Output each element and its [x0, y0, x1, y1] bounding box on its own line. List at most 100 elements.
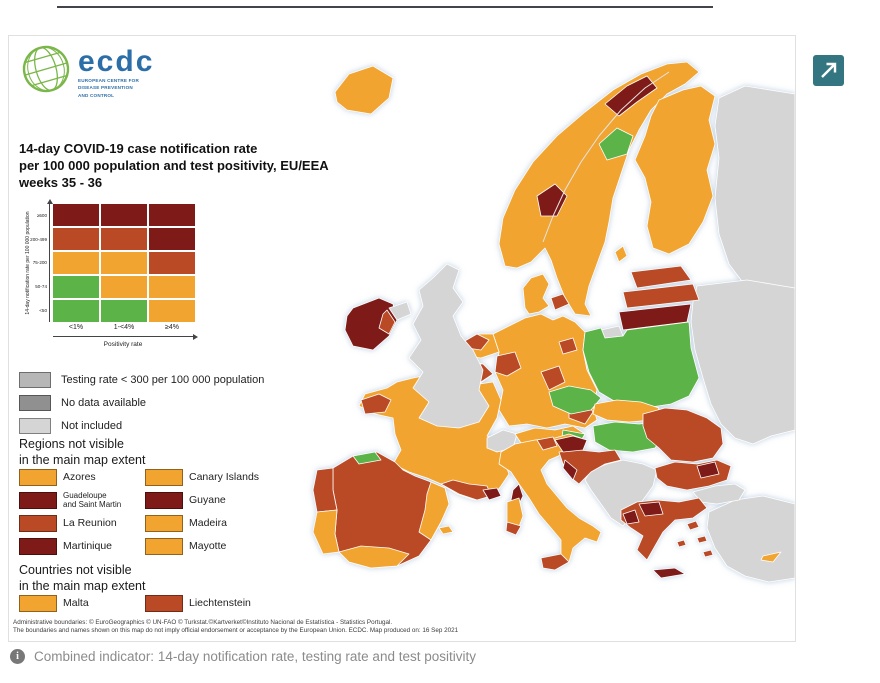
- legend-swatch: [19, 492, 57, 509]
- map-region-croatia_dark_coast[interactable]: [562, 459, 578, 481]
- map-region-balearics[interactable]: [438, 525, 454, 535]
- title-line-1: 14-day COVID-19 case notification rate: [19, 141, 258, 156]
- map-footnote: Administrative boundaries: © EuroGeograp…: [13, 619, 791, 634]
- map-title: 14-day COVID-19 case notification rate p…: [19, 140, 329, 191]
- map-region-germany_red_berlin[interactable]: [558, 337, 578, 355]
- legend-label: Testing rate < 300 per 100 000 populatio…: [61, 374, 265, 386]
- legend-label: Mayotte: [189, 540, 227, 552]
- matrix-x-axis-label: Positivity rate: [103, 341, 143, 348]
- map-region-scandinavia_border[interactable]: [542, 71, 670, 243]
- matrix-cell: [101, 252, 147, 274]
- map-region-sweden_north_green[interactable]: [598, 127, 634, 161]
- map-region-spain_green_n[interactable]: [352, 451, 382, 465]
- map-region-cyprus[interactable]: [760, 551, 782, 563]
- map-region-poland[interactable]: [582, 321, 700, 409]
- logo-org-line-3: AND CONTROL: [78, 92, 115, 98]
- matrix-cell: [53, 252, 99, 274]
- matrix-xtick: <1%: [68, 324, 84, 331]
- matrix-ytick: <50: [39, 307, 47, 313]
- map-region-gotland[interactable]: [614, 245, 628, 263]
- legend-label: Malta: [63, 597, 89, 609]
- map-region-scandinavia[interactable]: [498, 61, 700, 317]
- legend-label: Martinique: [63, 540, 113, 552]
- map-region-estonia[interactable]: [630, 265, 692, 289]
- map-region-slovenia[interactable]: [554, 435, 588, 453]
- countries-grid: Malta Liechtenstein: [19, 592, 263, 615]
- map-region-greece_dark_n[interactable]: [638, 501, 664, 517]
- map-region-aegean_islands[interactable]: [676, 520, 714, 558]
- map-region-sicily[interactable]: [540, 553, 570, 571]
- map-region-denmark[interactable]: [522, 273, 550, 315]
- matrix-cell: [101, 204, 147, 226]
- legend-swatch: [145, 469, 183, 486]
- map-region-france_red_nw[interactable]: [360, 393, 392, 415]
- regions-grid: Azores Canary Islands Guadeloupe and Saint…: [19, 466, 263, 558]
- map-region-turkey_thrace[interactable]: [692, 483, 746, 505]
- map-region-germany_red_w[interactable]: [494, 351, 522, 377]
- legend-swatch: [145, 492, 183, 509]
- title-line-2: per 100 000 population and test positivi…: [19, 158, 329, 173]
- logo-text: ecdc EUROPEAN CENTRE FOR DISEASE PREVENT…: [78, 47, 154, 98]
- map-region-russia_ne[interactable]: [714, 85, 795, 297]
- map-region-greece[interactable]: [620, 497, 708, 561]
- legend-label: Azores: [63, 471, 96, 483]
- map-region-denmark_zealand[interactable]: [550, 293, 570, 311]
- map-region-portugal_s[interactable]: [312, 509, 340, 555]
- map-region-italy_red_n[interactable]: [536, 436, 558, 451]
- map-region-germany_red_c[interactable]: [540, 365, 566, 391]
- matrix-cell: [149, 276, 195, 298]
- legend-label: Canary Islands: [189, 471, 260, 483]
- map-region-turkey[interactable]: [706, 495, 795, 583]
- matrix-x-axis-arrow: [53, 333, 198, 340]
- matrix-legend: 14-day notification rate per 100 000 pop…: [17, 199, 237, 362]
- map-region-ireland_red_e[interactable]: [378, 309, 396, 335]
- legend-swatch: [19, 469, 57, 486]
- matrix-cell: [149, 228, 195, 250]
- map-region-france_dark_se[interactable]: [482, 487, 502, 501]
- map-region-romania[interactable]: [642, 407, 724, 463]
- map-land-group: [312, 61, 795, 583]
- legend-label: No data available: [61, 397, 147, 409]
- map-region-finland[interactable]: [634, 85, 716, 255]
- countries-heading-line-1: Countries not visible: [19, 563, 132, 577]
- legend-label: La Reunion: [63, 517, 117, 529]
- logo-org-line-2: DISEASE PREVENTION: [78, 85, 133, 91]
- map-region-norway_troms_dark[interactable]: [604, 75, 658, 117]
- map-region-portugal_n[interactable]: [312, 467, 338, 513]
- matrix-ytick: ≥500: [36, 213, 47, 219]
- legend-row: No data available: [19, 395, 264, 411]
- legend-swatch: [19, 418, 51, 434]
- countries-heading: Countries not visible in the main map ex…: [19, 562, 145, 594]
- matrix-xticks: <1% 1-<4% ≥4%: [53, 324, 195, 331]
- matrix-ytick: 75-200: [32, 260, 47, 266]
- matrix-y-axis-arrow: [46, 199, 53, 322]
- map-region-uk[interactable]: [408, 263, 490, 429]
- regions-heading-line-2: in the main map extent: [19, 453, 146, 467]
- map-region-greece_dark_w[interactable]: [622, 509, 640, 525]
- map-region-norway_oslo_dark[interactable]: [536, 183, 568, 217]
- matrix-ytick: 50-74: [35, 284, 47, 290]
- matrix-xtick: ≥4%: [165, 324, 179, 331]
- legend-swatch: [19, 515, 57, 532]
- expand-button[interactable]: [813, 55, 844, 86]
- map-region-bulgaria_dark_ne[interactable]: [696, 461, 720, 479]
- matrix-yticks: ≥500 200-499 75-200 50-74 <50: [21, 204, 47, 322]
- map-region-latvia[interactable]: [622, 283, 700, 309]
- map-region-east_mass[interactable]: [690, 279, 795, 445]
- map-region-sardinia_red_s[interactable]: [505, 521, 522, 536]
- legend-label: Guyane: [189, 494, 226, 506]
- map-region-spain_orange_s[interactable]: [338, 545, 410, 569]
- matrix-cell: [101, 228, 147, 250]
- map-region-ireland[interactable]: [344, 297, 398, 351]
- map-region-spain_orange_e[interactable]: [418, 481, 450, 541]
- title-line-3: weeks 35 - 36: [19, 175, 103, 190]
- map-region-n_ireland[interactable]: [388, 301, 412, 321]
- legend-label: Guadeloupe and Saint Martin: [63, 491, 122, 509]
- matrix-cell: [149, 204, 195, 226]
- matrix-cell: [53, 228, 99, 250]
- map-region-iceland[interactable]: [334, 65, 394, 115]
- map-region-italy[interactable]: [498, 433, 602, 563]
- info-icon: i: [10, 649, 25, 664]
- map-region-crete[interactable]: [652, 567, 686, 579]
- logo-org-line-1: EUROPEAN CENTRE FOR: [78, 78, 139, 83]
